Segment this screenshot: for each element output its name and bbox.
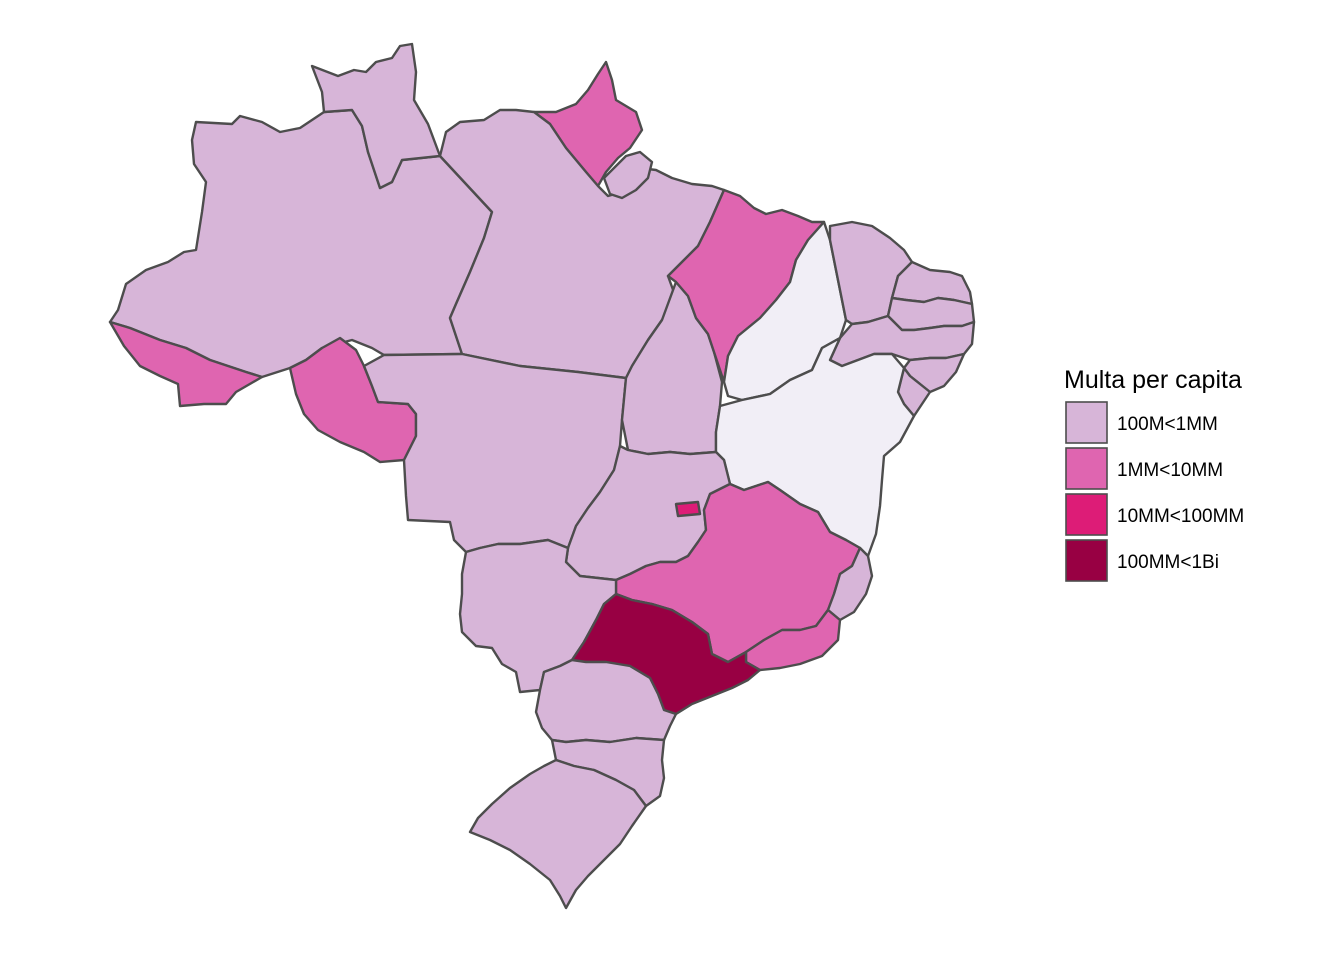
state-PR [534,658,678,744]
state-PA-estuary [602,150,654,200]
state-RJ [744,608,842,672]
states-layer [108,42,976,910]
state-DF [674,500,702,518]
legend-label-3: 100MM<1Bi [1117,552,1219,573]
state-RR [310,42,442,190]
legend-label-2: 10MM<100MM [1117,506,1244,527]
legend-key-0 [1065,401,1108,444]
state-RS [468,758,648,910]
legend-title: Multa per capita [1064,366,1242,394]
legend-key-1 [1065,447,1108,490]
state-AC [108,320,264,408]
legend-label-0: 100M<1MM [1117,414,1218,435]
legend-label-1: 1MM<10MM [1117,460,1223,481]
legend-key-2 [1065,493,1108,536]
legend-key-3 [1065,539,1108,582]
legend: Multa per capita 100M<1MM 1MM<10MM 10MM<10… [1064,366,1244,582]
